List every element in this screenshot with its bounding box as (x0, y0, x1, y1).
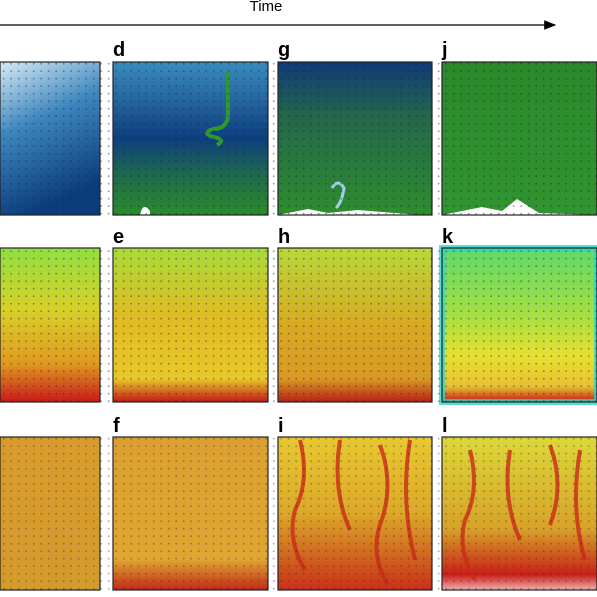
dot-overlay (0, 437, 597, 590)
dot-overlay (0, 248, 597, 402)
time-label: Time (250, 0, 283, 15)
panel-label: g (278, 39, 290, 61)
panel-frame (112, 61, 269, 216)
panel-row-2 (0, 245, 597, 405)
panel-frame (441, 436, 597, 591)
panel-frame (112, 247, 269, 403)
panel-label: j (441, 39, 448, 61)
panel-frame (441, 61, 597, 216)
panel-frame (277, 247, 433, 403)
panel-frame (441, 247, 597, 403)
dot-overlay (0, 62, 597, 215)
panel-frame (0, 247, 101, 403)
panel-label: d (113, 39, 125, 61)
panel-label: l (442, 415, 448, 437)
panel-frame (277, 61, 433, 216)
panel-label: f (113, 415, 120, 437)
panel-frame (0, 61, 101, 216)
panel-frame (0, 436, 101, 591)
panel-frame (112, 436, 269, 591)
panel-row-3 (0, 436, 597, 591)
panel-label: k (442, 226, 454, 248)
panel-label: h (278, 226, 290, 248)
panel-label: e (113, 226, 124, 248)
panel-frame (277, 436, 433, 591)
panel-row-1 (0, 61, 597, 216)
panel-label: i (278, 415, 284, 437)
